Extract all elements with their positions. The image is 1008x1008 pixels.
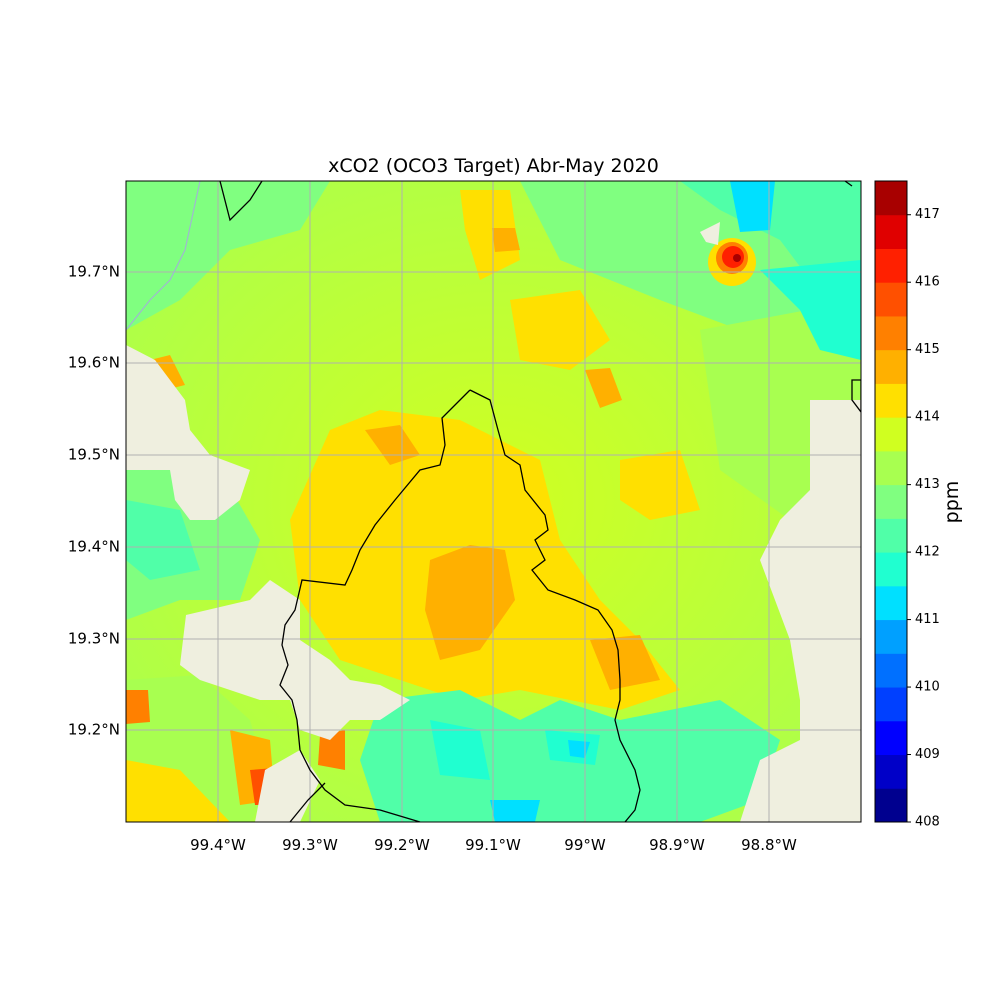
colorbar-band bbox=[875, 181, 907, 216]
field-region-w2 bbox=[126, 500, 200, 580]
colorbar-band bbox=[875, 552, 907, 587]
y-axis: 19.7°N 19.6°N 19.5°N 19.4°N 19.3°N 19.2°… bbox=[68, 263, 120, 739]
colorbar-band bbox=[875, 383, 907, 418]
colorbar-band bbox=[875, 754, 907, 789]
field-cyan-south4 bbox=[490, 800, 540, 822]
field-region-nw bbox=[126, 181, 330, 330]
hotspot-core bbox=[733, 254, 741, 262]
colorbar-ticks: 408 409 410 411 412 413 414 415 416 417 bbox=[907, 207, 940, 830]
colorbar-band bbox=[875, 282, 907, 317]
colorbar-tick-label: 410 bbox=[915, 680, 940, 695]
colorbar-band bbox=[875, 687, 907, 722]
colorbar-band bbox=[875, 450, 907, 486]
field-cyan-ne2 bbox=[730, 181, 775, 232]
colorbar: 408 409 410 411 412 413 414 415 416 417 ppm bbox=[874, 180, 963, 830]
field-orange-sw2 bbox=[126, 690, 150, 724]
colorbar-band bbox=[875, 788, 907, 823]
land-mask bbox=[126, 222, 861, 822]
colorbar-band bbox=[875, 417, 907, 452]
colorbar-frame bbox=[874, 180, 908, 823]
y-tick-label: 19.6°N bbox=[68, 354, 120, 372]
field-orange-s bbox=[318, 730, 345, 770]
field-yellow-north bbox=[460, 190, 520, 280]
colorbar-band bbox=[875, 585, 907, 621]
colorbar-label: ppm bbox=[941, 481, 963, 524]
colorbar-tick-label: 416 bbox=[915, 275, 940, 290]
map-frame bbox=[125, 180, 862, 823]
x-tick-label: 98.9°W bbox=[649, 836, 705, 854]
colorbar-band bbox=[875, 518, 907, 553]
x-tick-label: 99°W bbox=[564, 836, 606, 854]
field-teal-ne bbox=[680, 181, 861, 280]
field-yellow-sw bbox=[126, 760, 230, 822]
colorbar-tick-label: 412 bbox=[915, 545, 940, 560]
field-cyan-south bbox=[430, 720, 490, 780]
y-tick-label: 19.5°N bbox=[68, 446, 120, 464]
y-tick-label: 19.2°N bbox=[68, 721, 120, 739]
colorbar-bands bbox=[875, 181, 907, 823]
colorbar-band bbox=[875, 315, 907, 351]
colorbar-band bbox=[875, 214, 907, 249]
field-yellow-east bbox=[620, 450, 700, 520]
colorbar-band bbox=[875, 248, 907, 283]
y-tick-label: 19.3°N bbox=[68, 630, 120, 648]
x-tick-label: 98.8°W bbox=[741, 836, 797, 854]
x-tick-label: 99.2°W bbox=[374, 836, 430, 854]
field-orange-n bbox=[492, 228, 520, 252]
y-tick-label: 19.7°N bbox=[68, 263, 120, 281]
hotspot-ring-3 bbox=[722, 246, 744, 268]
field-orange-mid bbox=[585, 368, 622, 408]
field-cyan-ne bbox=[760, 260, 861, 360]
colorbar-tick-label: 413 bbox=[915, 477, 940, 492]
x-tick-label: 99.4°W bbox=[190, 836, 246, 854]
colorbar-band bbox=[875, 484, 907, 519]
colorbar-tick-label: 409 bbox=[915, 747, 940, 762]
gridlines bbox=[126, 181, 861, 822]
colorbar-tick-label: 408 bbox=[915, 815, 940, 830]
map-title: xCO2 (OCO3 Target) Abr-May 2020 bbox=[328, 155, 659, 177]
x-tick-label: 99.3°W bbox=[282, 836, 338, 854]
field-orange-south bbox=[590, 635, 660, 690]
colorbar-tick-label: 415 bbox=[915, 342, 940, 357]
colorbar-band bbox=[875, 619, 907, 654]
colorbar-tick-label: 411 bbox=[915, 612, 940, 627]
field-orange-nw bbox=[150, 355, 185, 390]
y-tick-label: 19.4°N bbox=[68, 538, 120, 556]
colorbar-band bbox=[875, 720, 907, 756]
x-tick-label: 99.1°W bbox=[465, 836, 521, 854]
colorbar-tick-label: 414 bbox=[915, 410, 940, 425]
admin-boundaries bbox=[219, 181, 861, 822]
colorbar-band bbox=[875, 653, 907, 688]
colorbar-tick-label: 417 bbox=[915, 207, 940, 222]
x-axis: 99.4°W 99.3°W 99.2°W 99.1°W 99°W 98.9°W … bbox=[190, 836, 797, 854]
river bbox=[126, 181, 201, 331]
colorbar-band bbox=[875, 349, 907, 384]
